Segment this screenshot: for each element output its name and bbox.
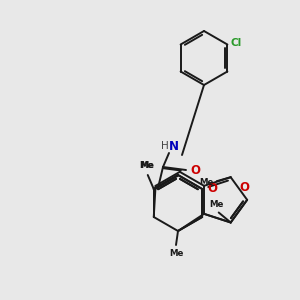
Text: Me: Me	[209, 200, 224, 208]
Text: Me: Me	[140, 161, 154, 170]
Text: O: O	[190, 164, 200, 176]
Text: Me: Me	[199, 178, 214, 187]
Text: O: O	[207, 182, 217, 196]
Text: Me: Me	[169, 249, 183, 258]
Text: O: O	[239, 181, 249, 194]
Text: H: H	[161, 141, 169, 151]
Text: N: N	[169, 140, 179, 154]
Text: Me: Me	[140, 161, 154, 170]
Text: Cl: Cl	[230, 38, 242, 49]
